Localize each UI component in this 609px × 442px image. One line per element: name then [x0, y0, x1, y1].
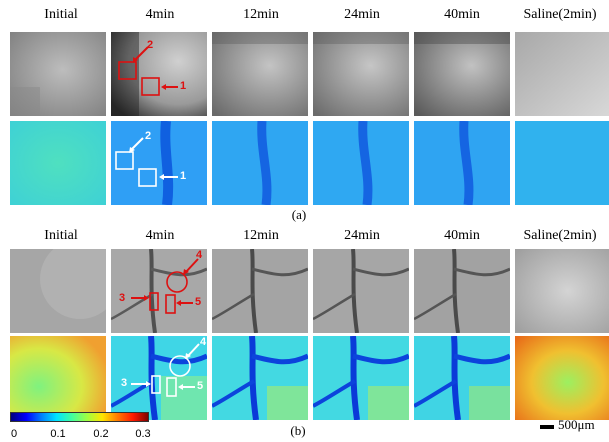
colorbar-tick-2: 0.2 [93, 428, 109, 440]
header-b-initial: Initial [44, 228, 78, 243]
roi-1-box-red [141, 77, 160, 96]
colorbar-tick-1: 0.1 [50, 428, 66, 440]
header-a-initial: Initial [44, 7, 78, 22]
panel-a-color-40min [414, 121, 510, 205]
panel-b-gray-4min [111, 249, 207, 333]
colorbar-tick-3: 0.3 [135, 428, 151, 440]
header-a-40min: 40min [444, 7, 480, 22]
arrow-4-red [184, 258, 199, 274]
scale-label: 500μm [558, 417, 595, 432]
header-a-24min: 24min [344, 7, 380, 22]
header-b-12min: 12min [243, 228, 279, 243]
panel-b-gray-24min [313, 249, 409, 333]
panel-b-color-40min [414, 336, 510, 420]
panel-b-color-saline [515, 336, 609, 420]
marker-a-2-white: 2 [145, 130, 152, 142]
header-a-saline: Saline(2min) [523, 7, 597, 22]
panel-b-color-24min [313, 336, 409, 420]
roi-3-box-red [149, 292, 159, 311]
roi-4-circle-white [169, 355, 191, 377]
arrow-2-red [133, 46, 149, 62]
marker-a-1-red: 1 [180, 80, 187, 92]
marker-b-5-white: 5 [197, 380, 204, 392]
header-a-12min: 12min [243, 7, 279, 22]
panel-b-gray-12min [212, 249, 308, 333]
roi-1-box-white [138, 168, 157, 187]
panel-a-color-24min [313, 121, 409, 205]
colorbar-tick-0: 0 [10, 428, 18, 440]
marker-b-4-red: 4 [196, 249, 203, 261]
scale-bar [540, 425, 554, 429]
panel-a-color-12min [212, 121, 308, 205]
header-a-4min: 4min [145, 7, 175, 22]
panel-a-gray-40min [414, 32, 510, 116]
roi-5-box-red [165, 294, 176, 314]
panel-b-color-initial [10, 336, 106, 420]
roi-4-circle-red [166, 271, 188, 293]
header-b-4min: 4min [145, 228, 175, 243]
header-b-40min: 40min [444, 228, 480, 243]
marker-a-1-white: 1 [180, 170, 187, 182]
panel-b-gray-40min [414, 249, 510, 333]
marker-b-5-red: 5 [195, 296, 202, 308]
panel-a-gray-initial [10, 32, 106, 116]
panel-b-color-12min [212, 336, 308, 420]
roi-2-box-red [118, 61, 137, 80]
panel-a-gray-4min [111, 32, 207, 116]
panel-a-color-4min [111, 121, 207, 205]
header-b-saline: Saline(2min) [523, 228, 597, 243]
marker-a-2-red: 2 [147, 39, 154, 51]
panel-a-color-initial [10, 121, 106, 205]
roi-2-box-white [115, 151, 134, 170]
panel-a-color-saline [515, 121, 609, 205]
caption-a: (a) [291, 207, 307, 222]
roi-5-box-white [166, 377, 177, 397]
marker-b-4-white: 4 [200, 336, 207, 348]
header-b-24min: 24min [344, 228, 380, 243]
panel-b-color-4min [111, 336, 207, 420]
panel-a-gray-saline [515, 32, 609, 116]
panel-b-gray-saline [515, 249, 609, 333]
roi-3-box-white [151, 375, 161, 394]
colorbar [10, 412, 149, 422]
panel-a-gray-24min [313, 32, 409, 116]
arrow-2-white [130, 137, 144, 151]
panel-b-gray-initial [10, 249, 106, 333]
marker-b-3-red: 3 [119, 292, 126, 304]
caption-b: (b) [290, 423, 306, 438]
panel-a-gray-12min [212, 32, 308, 116]
marker-b-3-white: 3 [121, 377, 128, 389]
